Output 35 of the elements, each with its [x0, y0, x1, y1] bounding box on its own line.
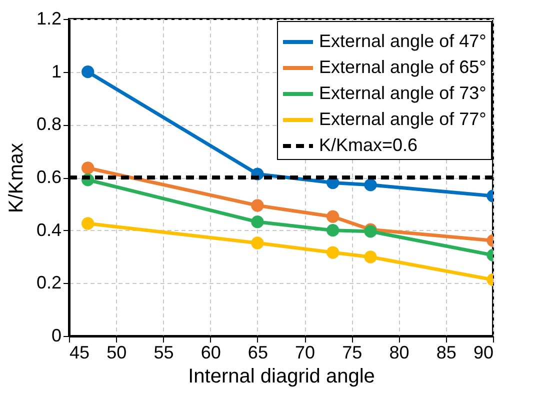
legend-label: External angle of 77° — [319, 109, 486, 129]
point — [82, 162, 94, 174]
point — [82, 217, 94, 230]
legend-label: K/Kmax=0.6 — [319, 135, 418, 155]
x-tick-label: 65 — [248, 342, 268, 362]
y-tick-label: 0.4 — [36, 220, 62, 240]
legend-label: External angle of 73° — [319, 83, 486, 103]
point — [251, 216, 264, 228]
y-tick-label: 1 — [51, 61, 62, 82]
point — [364, 178, 377, 192]
x-axis-title: Internal diagrid angle — [188, 366, 375, 388]
x-tick-label: 45 — [70, 342, 90, 362]
y-axis-title: K/Kmax — [5, 142, 28, 214]
y-tick-label: 1.2 — [36, 8, 62, 28]
point — [326, 246, 340, 259]
x-tick-label: 50 — [106, 342, 127, 362]
x-tick-label: 55 — [154, 342, 174, 362]
y-tick-label: 0.6 — [36, 167, 62, 187]
legend-label: External angle of 47° — [319, 31, 486, 51]
y-tick-label: 0.8 — [36, 114, 62, 134]
x-tick-label: 90 — [473, 342, 494, 362]
y-tick-label: 0.2 — [36, 272, 62, 293]
y-tick-label: 0 — [51, 326, 62, 346]
x-tick-label: 60 — [200, 342, 221, 362]
x-tick-label: 70 — [295, 342, 316, 362]
legend-label: External angle of 65° — [319, 57, 486, 77]
point — [364, 250, 377, 264]
point — [326, 224, 340, 237]
point — [326, 210, 340, 223]
point — [251, 199, 264, 212]
x-tick-label: 80 — [389, 342, 410, 362]
x-tick-label: 75 — [342, 342, 362, 362]
x-tick-label: 85 — [436, 342, 456, 362]
point — [82, 66, 94, 78]
point — [251, 236, 264, 250]
